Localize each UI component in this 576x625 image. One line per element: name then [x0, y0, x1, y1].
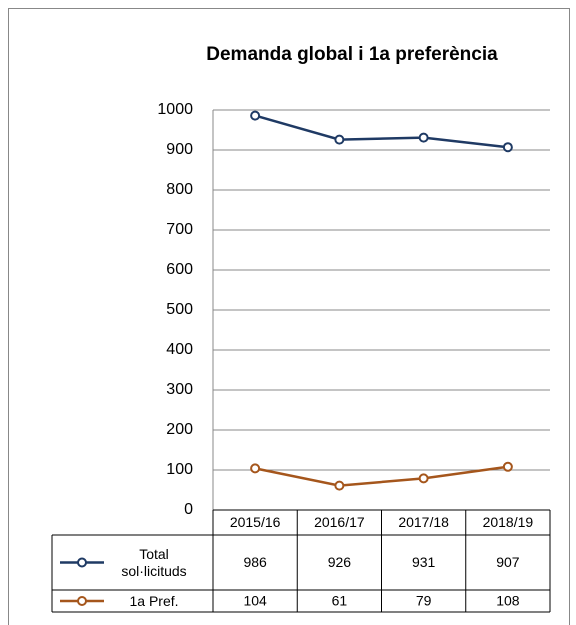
table-value: 931: [412, 554, 436, 570]
x-tick-label: 2017/18: [398, 514, 449, 530]
series-line: [254, 465, 509, 487]
point-marker: [250, 110, 261, 121]
y-tick-label: 300: [166, 381, 193, 398]
point-marker: [418, 132, 429, 143]
y-tick-label: 500: [166, 301, 193, 318]
y-tick-label: 200: [166, 421, 193, 438]
y-tick-label: 100: [166, 461, 193, 478]
legend-label: Total sol·licituds: [121, 545, 187, 579]
table-value: 61: [332, 593, 348, 609]
table-value: 79: [416, 593, 432, 609]
chart-frame: [8, 8, 570, 625]
legend-marker: [77, 596, 87, 606]
point-marker: [334, 134, 345, 145]
point-marker: [502, 142, 513, 153]
legend-marker: [77, 557, 87, 568]
table-value: 926: [328, 554, 352, 570]
table-value: 907: [496, 554, 520, 570]
table-value: 108: [496, 593, 520, 609]
x-tick-label: 2018/19: [483, 514, 534, 530]
x-tick-label: 2015/16: [230, 514, 281, 530]
point-marker: [334, 480, 345, 491]
chart-title: Demanda global i 1a preferència: [206, 44, 498, 65]
y-tick-label: 400: [166, 341, 193, 358]
y-tick-label: 900: [166, 141, 193, 158]
y-tick-label: 0: [184, 501, 193, 518]
x-tick-label: 2016/17: [314, 514, 365, 530]
y-tick-label: 1000: [157, 101, 193, 118]
point-marker: [250, 463, 261, 474]
series-line: [254, 114, 509, 149]
table-value: 986: [243, 554, 267, 570]
table-value: 104: [243, 593, 267, 609]
point-marker: [502, 461, 513, 472]
y-tick-label: 700: [166, 221, 193, 238]
y-tick-label: 800: [166, 181, 193, 198]
legend-label: 1a Pref.: [129, 592, 179, 609]
y-tick-label: 600: [166, 261, 193, 278]
point-marker: [418, 473, 429, 484]
